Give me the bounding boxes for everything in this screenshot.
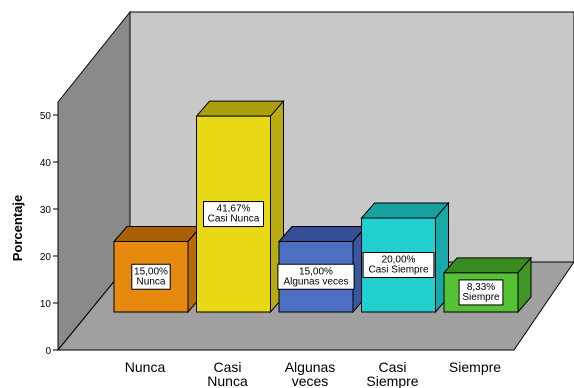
x-category-label: Algunas bbox=[285, 359, 336, 375]
data-label-text: 20,00% bbox=[382, 255, 416, 266]
x-category-label: Nunca bbox=[207, 373, 248, 388]
bar: 15,00%Nunca bbox=[112, 225, 203, 314]
bar-top bbox=[195, 100, 285, 117]
data-label: 15,00%Nunca bbox=[131, 263, 171, 290]
y-tick-label: 50 bbox=[40, 111, 52, 122]
y-tick-label: 10 bbox=[40, 299, 52, 310]
y-tick-label: 40 bbox=[40, 158, 52, 169]
data-label-text: Casi Nunca bbox=[208, 214, 260, 225]
data-label-text: 15,00% bbox=[134, 266, 168, 277]
bar-top bbox=[360, 202, 450, 219]
data-label-box bbox=[362, 252, 435, 278]
x-category-label: Siempre bbox=[366, 373, 418, 388]
data-label-box bbox=[131, 263, 171, 290]
bar: 20,00%Casi Siempre bbox=[360, 201, 450, 314]
x-category-label: Siempre bbox=[449, 359, 501, 375]
data-label-box bbox=[458, 279, 504, 306]
data-label-text: Algunas veces bbox=[283, 276, 348, 287]
y-axis: 0 10 20 30 40 50 bbox=[40, 111, 58, 357]
data-label-box bbox=[203, 201, 264, 228]
x-axis-categories: Nunca CasiNuncaAlgunasvecesCasiSiempreSie… bbox=[125, 359, 502, 388]
data-label-text: Siempre bbox=[462, 292, 500, 303]
data-label: 8,33%Siempre bbox=[458, 279, 504, 306]
data-label-box bbox=[277, 263, 355, 290]
y-tick-label: 20 bbox=[40, 252, 52, 263]
bar-top bbox=[442, 257, 533, 274]
y-tick-label: 30 bbox=[40, 205, 52, 216]
data-label-text: Casi Siempre bbox=[368, 265, 428, 276]
data-label: 15,00%Algunas veces bbox=[277, 263, 355, 290]
x-category-label: Casi bbox=[213, 359, 241, 375]
data-label: 20,00%Casi Siempre bbox=[362, 252, 435, 278]
data-label-text: 8,33% bbox=[467, 282, 495, 293]
y-tick-label: 0 bbox=[45, 346, 51, 357]
bar: 15,00%Algunas veces bbox=[277, 225, 368, 314]
bar-top bbox=[277, 226, 368, 242]
x-category-label: Casi bbox=[378, 359, 406, 375]
data-label-text: Nunca bbox=[137, 276, 166, 287]
bar: 41,67%Casi Nunca bbox=[195, 99, 285, 314]
data-label: 41,67%Casi Nunca bbox=[203, 201, 264, 228]
x-category-label: veces bbox=[292, 373, 329, 388]
data-label-text: 41,67% bbox=[217, 204, 251, 215]
data-label-text: 15,00% bbox=[299, 266, 333, 277]
bar-top bbox=[112, 226, 203, 242]
y-axis-label: Porcentaje bbox=[10, 195, 25, 261]
x-category-label: Nunca bbox=[125, 359, 166, 375]
bar: 8,33%Siempre bbox=[442, 256, 533, 314]
